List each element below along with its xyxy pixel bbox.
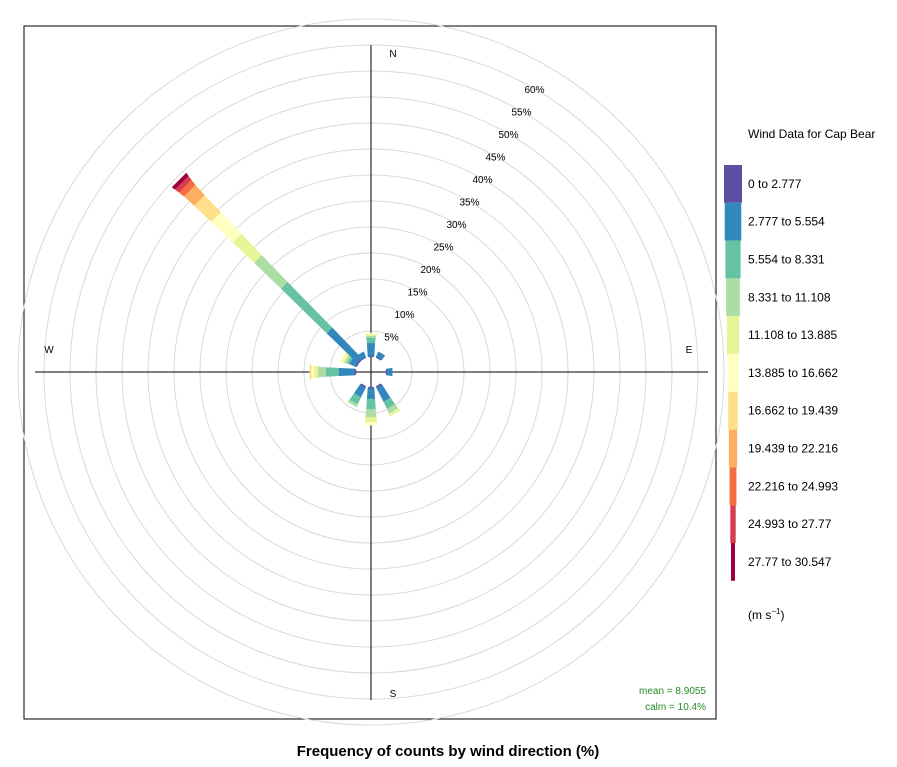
legend-units-suffix: ) xyxy=(780,608,784,622)
mean-stat: mean = 8.9055 xyxy=(639,686,706,697)
legend-units-exponent: −1 xyxy=(771,607,781,616)
legend-label: 11.108 to 13.885 xyxy=(748,328,838,342)
legend-label: 27.77 to 30.547 xyxy=(748,555,832,569)
legend-swatch xyxy=(726,316,740,354)
grid-ring xyxy=(17,18,725,726)
radial-tick-label: 25% xyxy=(433,242,453,253)
radial-tick-label: 55% xyxy=(511,107,531,118)
legend-label: 22.216 to 24.993 xyxy=(748,479,838,493)
legend-swatch xyxy=(724,165,742,203)
petal-segment xyxy=(366,398,376,410)
calm-stat: calm = 10.4% xyxy=(645,702,706,713)
compass-west-label: W xyxy=(44,345,54,356)
radial-tick-label: 35% xyxy=(459,197,479,208)
radial-tick-labels: 5% 10% 15% 20% 25% 30% 35% 40% 45% 50% 55% 60% xyxy=(384,85,544,344)
radial-tick-label: 40% xyxy=(472,175,492,186)
petal-segment xyxy=(313,365,319,379)
legend-swatch xyxy=(725,240,741,279)
legend-swatch xyxy=(727,354,739,392)
legend-swatch xyxy=(731,543,735,581)
petal-segment xyxy=(325,367,340,377)
legend-label: 8.331 to 11.108 xyxy=(748,290,831,304)
petals xyxy=(171,172,401,426)
petal-segment xyxy=(338,367,355,377)
petal-segment xyxy=(365,335,377,339)
radial-tick-label: 20% xyxy=(420,265,440,276)
legend-swatch xyxy=(724,202,742,241)
radial-tick-label: 60% xyxy=(524,85,544,96)
compass-east-label: E xyxy=(686,345,693,356)
legend-label: 13.885 to 16.662 xyxy=(748,366,838,380)
petal-segment xyxy=(375,351,386,361)
petal-segment xyxy=(365,409,377,418)
legend-label: 0 to 2.777 xyxy=(748,177,802,191)
radial-tick-label: 45% xyxy=(485,152,505,163)
legend-label: 19.439 to 22.216 xyxy=(748,442,838,456)
petal-segment xyxy=(356,351,367,361)
legend-units: (m s−1) xyxy=(748,607,784,622)
legend: 0 to 2.777 2.777 to 5.554 5.554 to 8.331 8.… xyxy=(724,165,838,581)
petal-segment xyxy=(366,388,376,400)
legend-title: Wind Data for Cap Bear xyxy=(748,127,875,141)
legend-label: 16.662 to 19.439 xyxy=(748,404,838,418)
petal-segment xyxy=(386,367,393,377)
legend-swatch xyxy=(730,505,736,543)
legend-swatch xyxy=(729,467,737,506)
chart-title: Frequency of counts by wind direction (%… xyxy=(297,743,600,760)
petal-segment xyxy=(364,416,378,423)
petal-segment xyxy=(366,337,376,344)
legend-swatch xyxy=(726,278,740,317)
radial-tick-label: 10% xyxy=(394,310,414,321)
legend-swatch xyxy=(728,391,738,430)
legend-label: 2.777 to 5.554 xyxy=(748,215,825,229)
petal-segment xyxy=(317,366,327,378)
petal-segment xyxy=(364,422,378,426)
petal-segment xyxy=(347,399,358,408)
petal-segment xyxy=(388,408,401,417)
petal-segment xyxy=(309,364,312,380)
legend-swatch xyxy=(728,429,738,468)
radial-tick-label: 50% xyxy=(498,130,518,141)
petal-segment xyxy=(171,172,189,190)
compass-north-label: N xyxy=(389,49,396,60)
legend-label: 5.554 to 8.331 xyxy=(748,253,825,267)
petal-segment xyxy=(311,365,315,379)
radial-tick-label: 15% xyxy=(407,287,427,298)
legend-units-prefix: (m s xyxy=(748,608,771,622)
petal-segment xyxy=(363,332,379,335)
radial-tick-label: 5% xyxy=(384,332,399,343)
radial-tick-label: 30% xyxy=(446,220,466,231)
compass-south-label: S xyxy=(390,689,397,700)
legend-label: 24.993 to 27.77 xyxy=(748,517,832,531)
petal-segment xyxy=(366,342,376,357)
